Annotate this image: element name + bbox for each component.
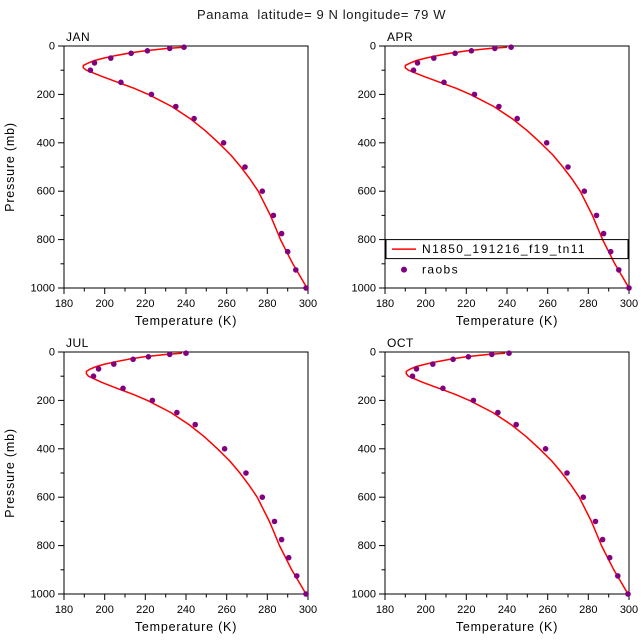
y-tick-label: 0 <box>370 41 376 53</box>
x-tick-label: 240 <box>177 604 195 616</box>
y-axis-title: Pressure (mb) <box>3 428 17 518</box>
x-tick-label: 200 <box>417 604 435 616</box>
x-tick-label: 240 <box>177 298 195 310</box>
model-line <box>85 352 307 595</box>
y-tick-label: 400 <box>358 137 376 149</box>
plot-box <box>63 45 309 289</box>
x-tick-label: 280 <box>258 298 276 310</box>
model-line <box>404 46 630 289</box>
x-tick-label: 240 <box>498 604 516 616</box>
x-tick-label: 180 <box>376 604 394 616</box>
x-axis-title: Temperature (K) <box>135 620 237 634</box>
x-tick-label: 280 <box>258 604 276 616</box>
y-tick-label: 200 <box>37 395 55 407</box>
x-axis-title: Temperature (K) <box>456 620 558 634</box>
y-tick-label: 0 <box>49 347 55 359</box>
panel-apr: 180 200 220 240 260 280 300 0 200 400 600 800 1000 Te… <box>352 30 639 328</box>
x-tick-label: 220 <box>457 604 475 616</box>
y-axis-title: Pressure (mb) <box>3 122 17 212</box>
y-tick-label: 1000 <box>352 589 376 601</box>
x-axis-title: Temperature (K) <box>456 314 558 328</box>
plot-box <box>63 351 309 595</box>
x-tick-label: 300 <box>299 604 317 616</box>
y-tick-label: 1000 <box>352 283 376 295</box>
y-tick-label: 800 <box>37 234 55 246</box>
legend-model-label: N1850_191216_f19_tn11 <box>422 242 586 256</box>
x-tick-label: 220 <box>457 298 475 310</box>
plot-box <box>384 351 630 595</box>
panel-month-label: OCT <box>387 336 414 350</box>
y-tick-label: 400 <box>37 443 55 455</box>
panel-jan: 180 200 220 240 260 280 300 0 200 400 600 800 1000 Te… <box>3 30 317 328</box>
y-tick-label: 600 <box>37 186 55 198</box>
x-tick-label: 200 <box>417 298 435 310</box>
y-tick-label: 400 <box>37 137 55 149</box>
y-tick-label: 800 <box>358 540 376 552</box>
x-tick-label: 300 <box>620 604 638 616</box>
x-tick-label: 200 <box>96 604 114 616</box>
x-tick-label: 260 <box>539 604 557 616</box>
x-tick-label: 200 <box>96 298 114 310</box>
x-tick-label: 300 <box>299 298 317 310</box>
y-tick-label: 800 <box>358 234 376 246</box>
x-tick-label: 280 <box>579 298 597 310</box>
x-tick-label: 180 <box>376 298 394 310</box>
y-tick-label: 200 <box>358 395 376 407</box>
y-tick-label: 200 <box>358 89 376 101</box>
y-tick-label: 600 <box>358 492 376 504</box>
y-tick-label: 600 <box>358 186 376 198</box>
x-tick-label: 260 <box>218 604 236 616</box>
y-tick-label: 1000 <box>31 283 55 295</box>
panel-jul: 180 200 220 240 260 280 300 0 200 400 600 800 1000 Te… <box>3 336 317 634</box>
x-tick-label: 180 <box>55 604 73 616</box>
panel-month-label: JAN <box>66 30 90 44</box>
y-tick-label: 0 <box>370 347 376 359</box>
x-tick-label: 260 <box>539 298 557 310</box>
x-tick-label: 260 <box>218 298 236 310</box>
panel-oct: 180 200 220 240 260 280 300 0 200 400 600 800 1000 Te… <box>352 336 639 634</box>
x-tick-label: 280 <box>579 604 597 616</box>
x-tick-label: 220 <box>136 298 154 310</box>
obs-dots <box>90 350 309 597</box>
obs-dots <box>410 44 632 291</box>
y-tick-label: 0 <box>49 41 55 53</box>
figure-title: Panama latitude= 9 N longitude= 79 W <box>196 6 447 22</box>
panels-grid: 180 200 220 240 260 280 300 0 200 400 600 800 1000 Te… <box>0 28 643 640</box>
x-tick-label: 240 <box>498 298 516 310</box>
model-line <box>405 352 629 595</box>
y-tick-label: 800 <box>37 540 55 552</box>
legend-obs-label: raobs <box>422 263 459 277</box>
y-tick-label: 1000 <box>31 589 55 601</box>
model-line <box>82 46 308 289</box>
y-tick-label: 600 <box>37 492 55 504</box>
x-axis-title: Temperature (K) <box>135 314 237 328</box>
y-tick-label: 400 <box>358 443 376 455</box>
panel-month-label: JUL <box>66 336 89 350</box>
x-tick-label: 220 <box>136 604 154 616</box>
panel-month-label: APR <box>387 30 413 44</box>
obs-dots <box>87 44 309 291</box>
obs-dots <box>409 350 631 597</box>
x-tick-label: 180 <box>55 298 73 310</box>
x-tick-label: 300 <box>620 298 638 310</box>
y-tick-label: 200 <box>37 89 55 101</box>
